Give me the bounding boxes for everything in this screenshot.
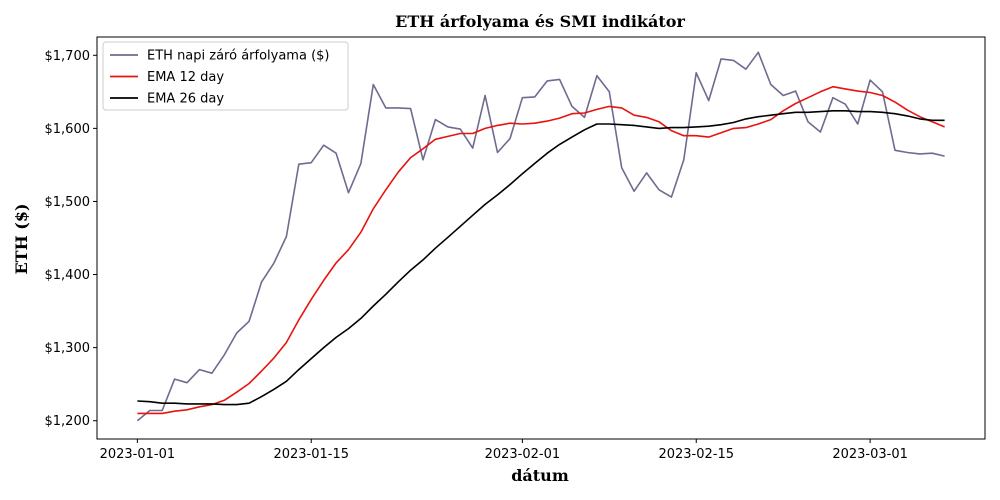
legend-entry: EMA 12 day	[147, 70, 224, 85]
legend-entry: EMA 26 day	[147, 92, 224, 107]
chart-title: ETH árfolyama és SMI indikátor	[395, 12, 685, 31]
y-tick-label: $1,700	[45, 49, 91, 64]
series-line-2	[137, 85, 945, 415]
y-tick-label: $1,200	[45, 414, 91, 429]
x-tick-label: 2023-02-01	[485, 447, 561, 462]
y-tick-label: $1,600	[45, 122, 91, 137]
x-tick-label: 2023-01-15	[273, 447, 349, 462]
series-line-3	[137, 110, 945, 406]
x-tick-label: 2023-03-01	[832, 447, 908, 462]
y-tick-label: $1,300	[45, 341, 91, 356]
x-tick-label: 2023-02-15	[658, 447, 734, 462]
series-line-1	[136, 51, 945, 422]
plot-area: 2023-01-01 2023-01-15 2023-02-01 2023-02-15…	[45, 36, 986, 462]
legend-entry: ETH napi záró árfolyama ($)	[147, 49, 330, 64]
x-axis-label: dátum	[511, 466, 569, 485]
axes-frame	[96, 36, 986, 440]
y-tick-label: $1,500	[45, 195, 91, 210]
y-tick-label: $1,400	[45, 268, 91, 283]
legend: ETH napi záró árfolyama ($) EMA 12 day EMA…	[102, 41, 349, 111]
x-tick-label: 2023-01-01	[100, 447, 176, 462]
legend-box	[102, 41, 349, 111]
y-axis-label: ETH ($)	[12, 203, 31, 274]
